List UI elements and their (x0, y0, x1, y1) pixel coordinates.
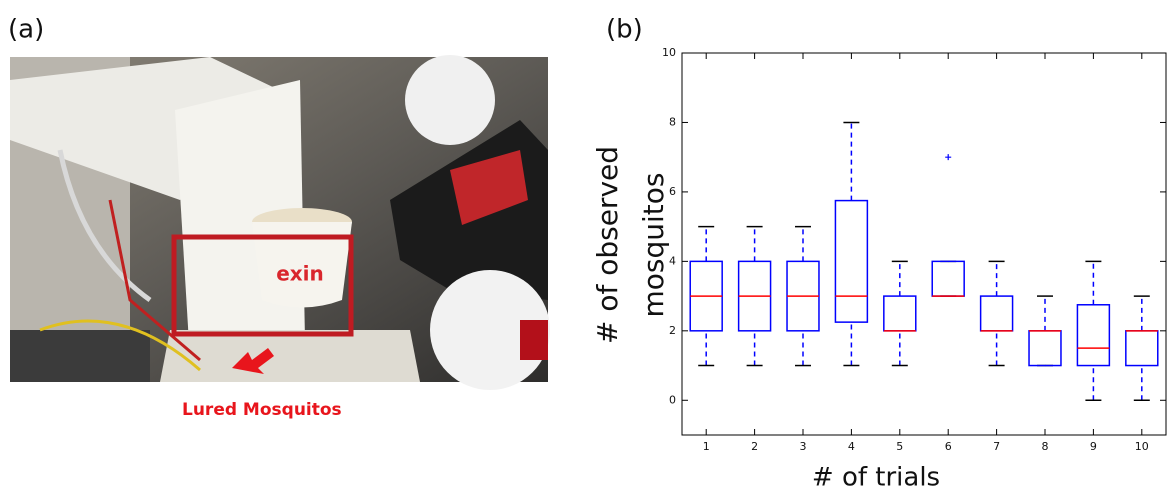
box (883, 295, 917, 332)
plot-frame (681, 52, 1167, 436)
y-axis-label: # of observed (591, 146, 624, 344)
photo: exin (10, 55, 550, 390)
y-tick-label: 8 (669, 115, 676, 128)
x-tick-label: 6 (945, 440, 952, 453)
x-tick-label: 7 (993, 440, 1000, 453)
x-tick-label: 2 (751, 440, 758, 453)
y-tick-label: 6 (669, 185, 676, 198)
box (834, 199, 869, 323)
svg-text:exin: exin (276, 262, 324, 286)
y-tick-label: 10 (662, 46, 676, 59)
y-tick-label: 2 (669, 324, 676, 337)
box (931, 260, 965, 297)
x-tick-label: 10 (1135, 440, 1149, 453)
x-tick-label: 5 (896, 440, 903, 453)
box (1076, 304, 1111, 367)
panel-label: (b) (606, 15, 643, 45)
y-tick-label: 4 (669, 254, 676, 267)
x-tick-label: 1 (703, 440, 710, 453)
x-tick-label: 8 (1042, 440, 1049, 453)
panel-label: (a) (8, 15, 44, 45)
box (1028, 330, 1062, 367)
x-tick-label: 9 (1090, 440, 1097, 453)
outlier (945, 154, 952, 161)
x-axis-label: # of trials (812, 463, 940, 493)
box (979, 295, 1014, 332)
annotation: Lured Mosquitos (182, 400, 342, 420)
box (1125, 330, 1159, 367)
x-tick-label: 3 (800, 440, 807, 453)
x-tick-label: 4 (848, 440, 855, 453)
y-tick-label: 0 (669, 393, 676, 406)
y-axis-label: mosquitos (637, 173, 670, 318)
